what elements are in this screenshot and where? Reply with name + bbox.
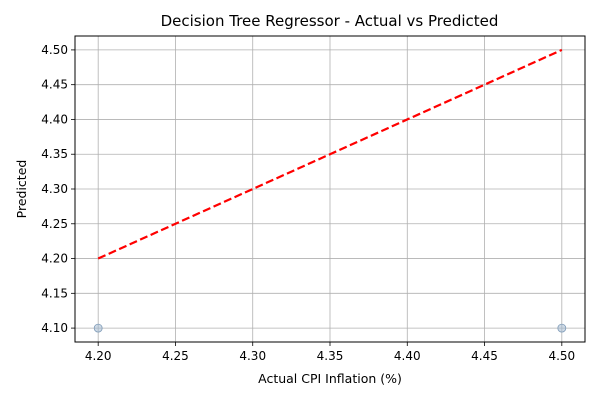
x-tick-label: 4.50 [548, 349, 575, 363]
y-tick-label: 4.50 [41, 43, 68, 57]
y-tick-label: 4.40 [41, 112, 68, 126]
data-point [557, 323, 567, 333]
y-tick-label: 4.10 [41, 321, 68, 335]
y-tick-label: 4.20 [41, 252, 68, 266]
reference-line [97, 48, 563, 260]
y-tick-label: 4.25 [41, 217, 68, 231]
x-tick-label: 4.40 [394, 349, 421, 363]
y-tick-label: 4.30 [41, 182, 68, 196]
y-tick-label: 4.35 [41, 147, 68, 161]
reference-line-group [97, 48, 563, 260]
y-tick-label: 4.15 [41, 286, 68, 300]
x-tick-label: 4.25 [162, 349, 189, 363]
x-tick-label: 4.20 [85, 349, 112, 363]
x-tick-label: 4.45 [471, 349, 498, 363]
grid-lines [75, 36, 585, 342]
x-tick-label: 4.30 [239, 349, 266, 363]
data-point [93, 323, 103, 333]
y-tick-label: 4.45 [41, 78, 68, 92]
x-tick-label: 4.35 [317, 349, 344, 363]
y-axis-label: Predicted [14, 160, 29, 219]
data-points [93, 323, 567, 333]
chart-title: Decision Tree Regressor - Actual vs Pred… [161, 12, 499, 30]
y-axis-ticks: 4.10 4.15 4.20 4.25 4.30 4.35 4.40 4.45 4.50 [41, 43, 75, 335]
x-axis-label: Actual CPI Inflation (%) [258, 371, 402, 386]
x-axis-ticks: 4.20 4.25 4.30 4.35 4.40 4.45 4.50 [85, 342, 575, 363]
